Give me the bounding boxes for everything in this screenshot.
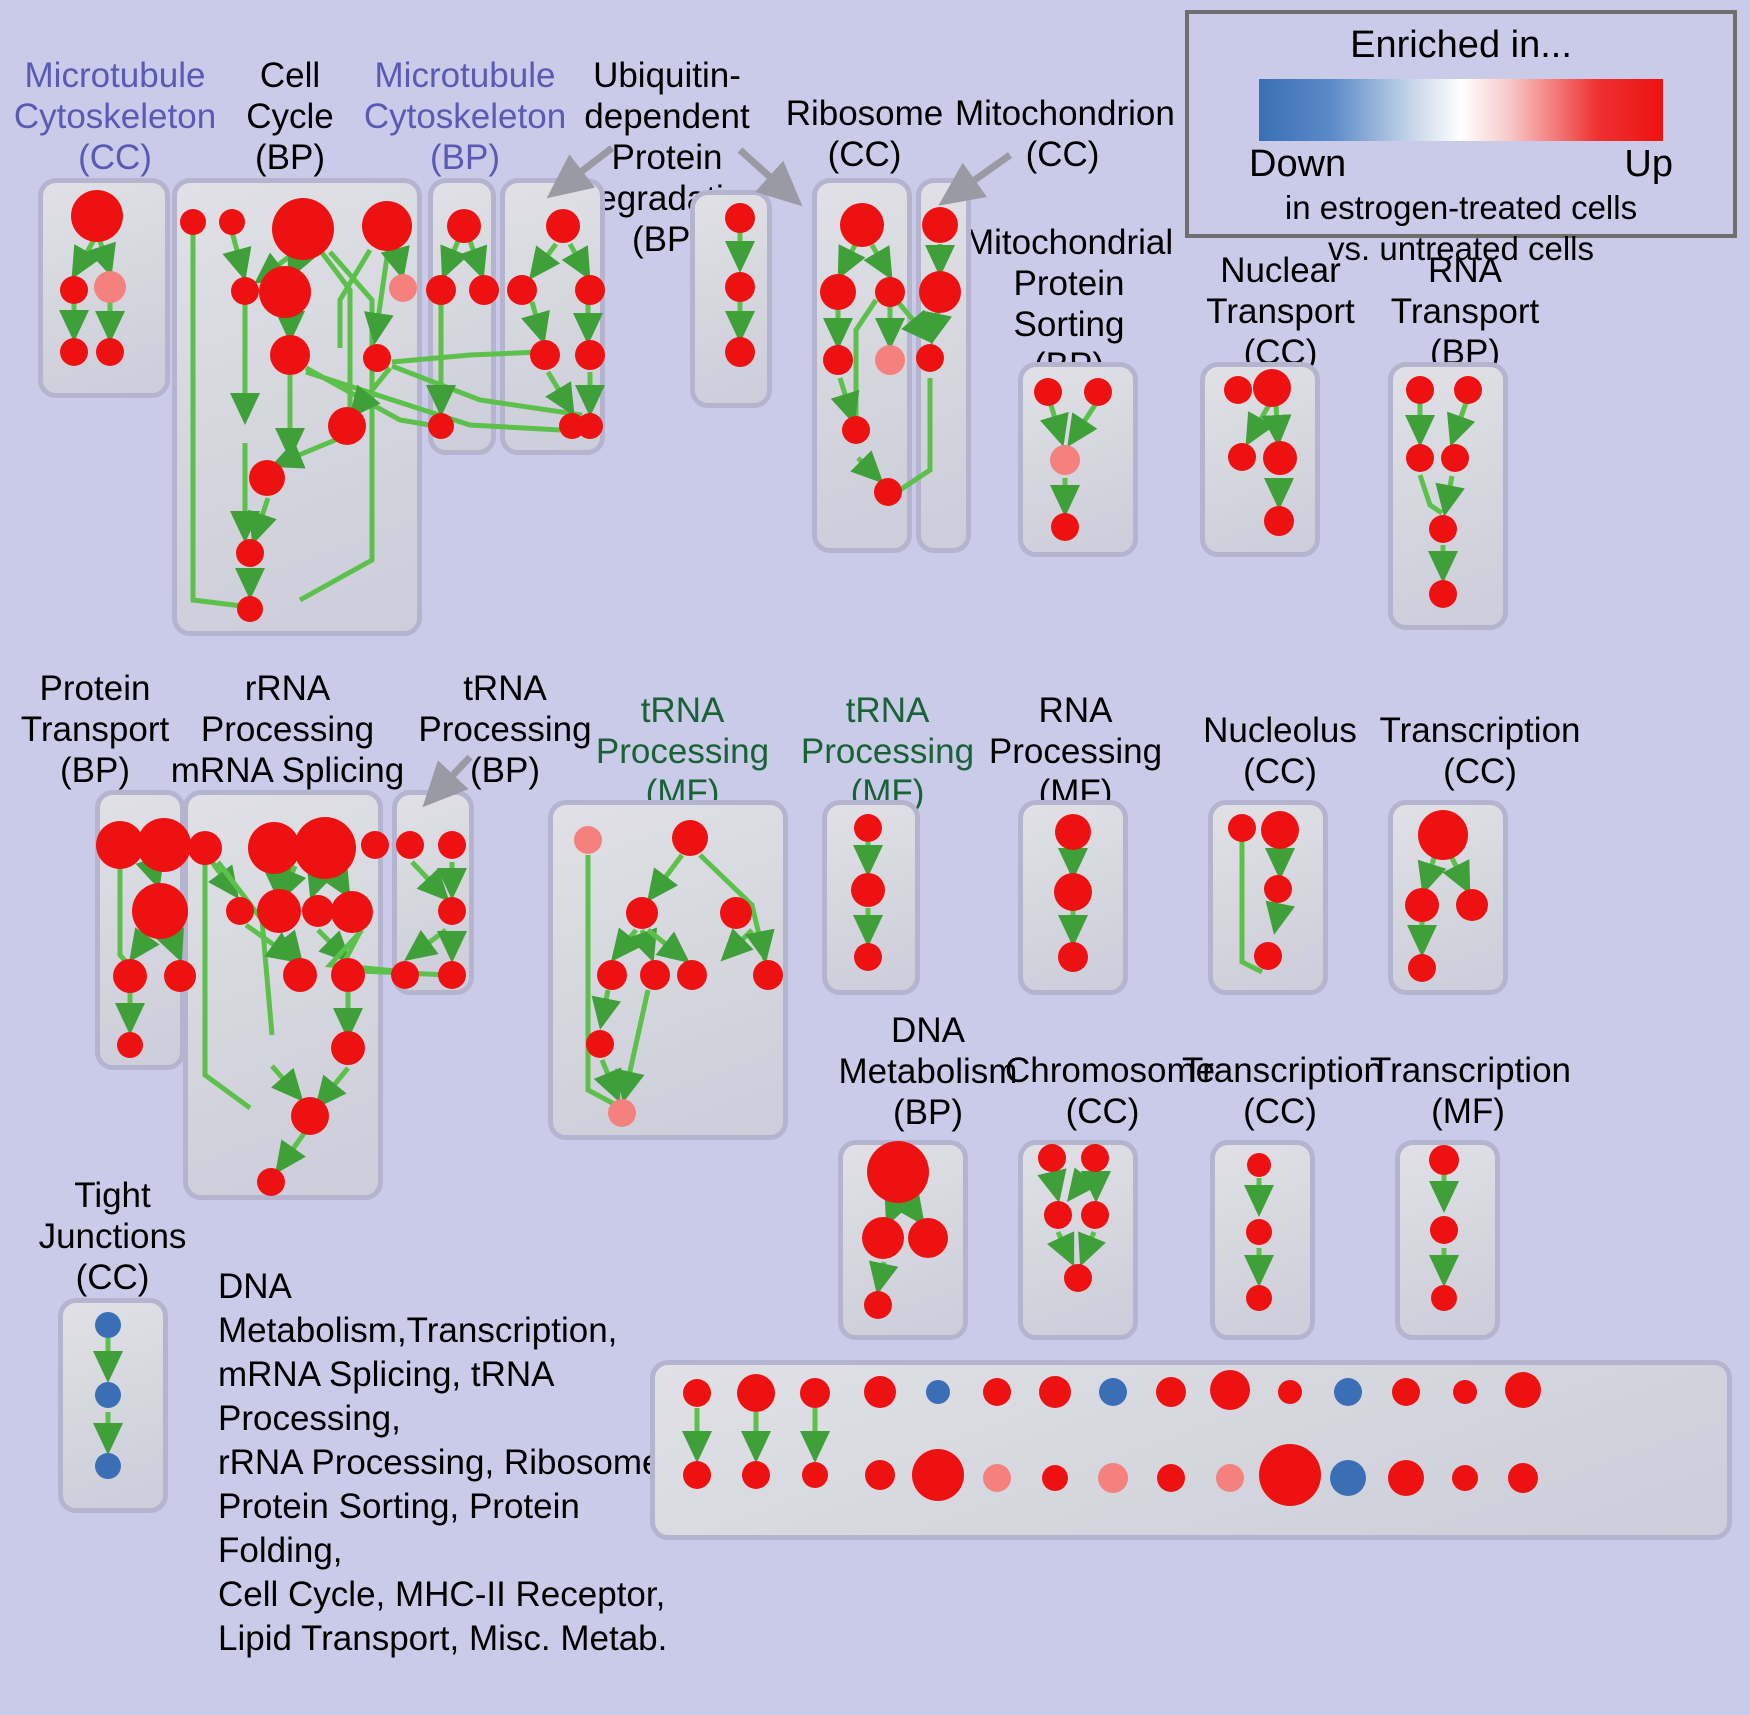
cluster-box-trna-bp[interactable]	[392, 790, 474, 995]
cluster-box-mt-cyto-bp[interactable]	[428, 178, 496, 455]
cluster-label-transcription-cc-1: Transcription (CC)	[1379, 711, 1581, 791]
legend-sub-line-1: in estrogen-treated cells	[1284, 189, 1638, 226]
cluster-box-rna-tr[interactable]	[1388, 362, 1508, 630]
cluster-label-transcription-cc-2: Transcription (CC)	[1182, 1051, 1383, 1131]
cluster-box-trna-mf-2[interactable]	[822, 800, 920, 995]
cluster-label-ribosome: Ribosome (CC)	[785, 94, 944, 174]
cluster-box-ubiquitin[interactable]	[690, 190, 772, 408]
cluster-box-protein-tr[interactable]	[95, 790, 185, 1070]
cluster-box-rna-proc-mf[interactable]	[1018, 800, 1128, 995]
cluster-box-mitochondrion[interactable]	[916, 178, 971, 553]
cluster-box-ubiq-left[interactable]	[500, 178, 605, 455]
cluster-label-nuclear-transport: Nuclear Transport (CC)	[1206, 251, 1355, 372]
cluster-label-nucleolus: Nucleolus (CC)	[1203, 711, 1357, 791]
cluster-label-cell-cycle: Cell Cycle (BP)	[246, 56, 334, 177]
cluster-box-mt-cyto-cc[interactable]	[38, 178, 170, 398]
cluster-box-misc-strip[interactable]	[650, 1360, 1732, 1540]
cluster-box-ribosome[interactable]	[812, 178, 912, 553]
cluster-box-rrna-mrna[interactable]	[183, 790, 383, 1200]
legend-color-bar	[1259, 79, 1663, 141]
cluster-box-mito-sorting[interactable]	[1018, 362, 1138, 557]
cluster-label-transcription-mf: Transcription (MF)	[1370, 1051, 1571, 1131]
legend-panel: Enriched in... Down Up in estrogen-treat…	[1185, 10, 1737, 267]
cluster-box-nuclear-tr[interactable]	[1200, 362, 1320, 557]
cluster-label-dna-metabolism: DNA Metabolism (BP)	[838, 1011, 1018, 1132]
cluster-box-transcr-cc-2[interactable]	[1210, 1140, 1315, 1340]
cluster-label-trna-bp: tRNA Processing (BP)	[418, 669, 592, 790]
cluster-box-dna-metab[interactable]	[838, 1140, 968, 1340]
legend-title: Enriched in...	[1350, 24, 1572, 66]
cluster-box-transcr-mf[interactable]	[1395, 1140, 1500, 1340]
cluster-box-trna-mf-1[interactable]	[548, 800, 788, 1140]
cluster-label-trna-mf-2: tRNA Processing (MF)	[800, 691, 975, 812]
cluster-label-rna-transport: RNA Transport (BP)	[1390, 251, 1540, 372]
cluster-box-transcr-cc-1[interactable]	[1388, 800, 1508, 995]
cluster-label-protein-transport: Protein Transport (BP)	[20, 669, 170, 790]
cluster-label-mitochondrion: Mitochondrion (CC)	[955, 94, 1175, 174]
cluster-label-mt-cyto-bp: Microtubule Cytoskeleton (BP)	[363, 56, 567, 177]
legend-up-label: Up	[1624, 143, 1673, 185]
cluster-box-chromosome[interactable]	[1018, 1140, 1138, 1340]
legend-down-label: Down	[1249, 143, 1347, 185]
cluster-label-tight-junctions: Tight Junctions (CC)	[38, 1176, 187, 1297]
legend-sub-line-2: vs. untreated cells	[1328, 230, 1594, 267]
cluster-label-trna-mf-1: tRNA Processing (MF)	[595, 691, 770, 812]
cluster-label-mt-cyto-cc: Microtubule Cytoskeleton (CC)	[13, 56, 217, 177]
cluster-box-nucleolus[interactable]	[1208, 800, 1328, 995]
cluster-label-rna-processing-mf: RNA Processing (MF)	[988, 691, 1163, 812]
cluster-box-cell-cycle[interactable]	[172, 178, 422, 636]
misc-category-text-block: DNA Metabolism,Transcription, mRNA Splic…	[218, 1267, 672, 1658]
cluster-label-chromosome: Chromosome (CC)	[1005, 1051, 1216, 1131]
cluster-box-tight-junc[interactable]	[58, 1298, 168, 1513]
